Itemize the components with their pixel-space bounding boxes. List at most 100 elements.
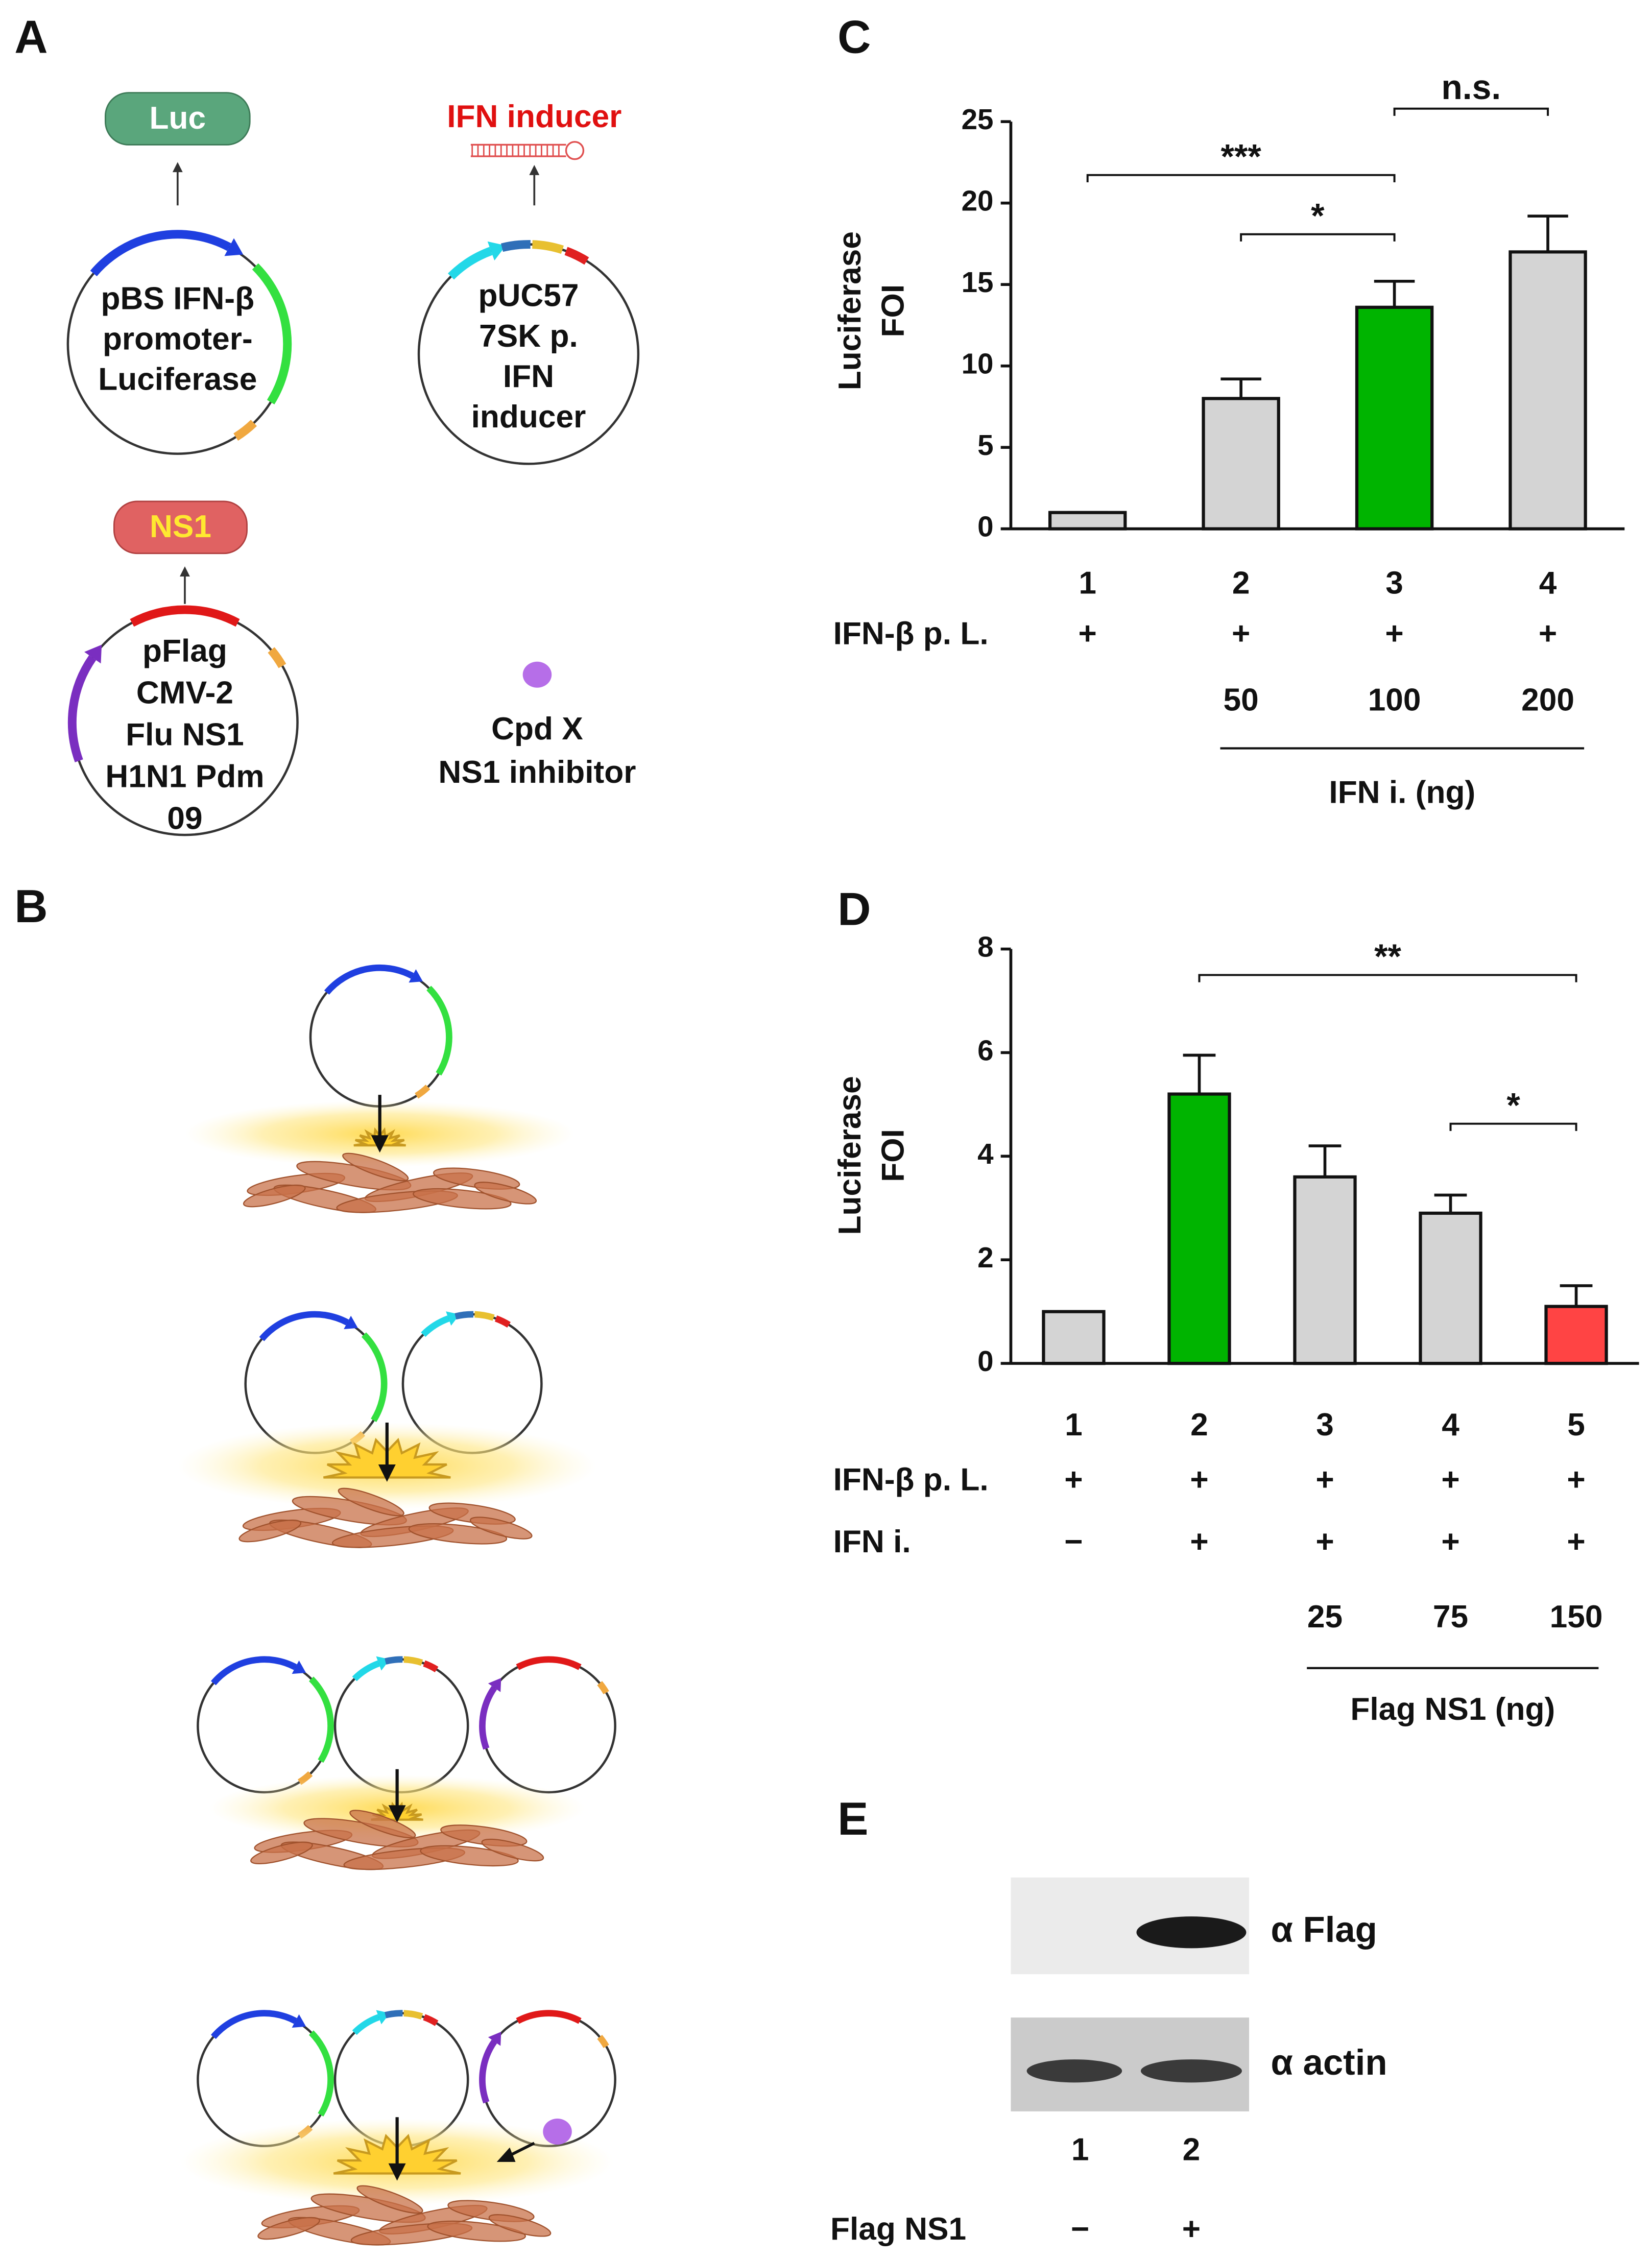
cell	[250, 1841, 313, 1864]
plasmid-label: 7SK p.	[479, 319, 578, 354]
plasmid-element	[385, 1656, 403, 1665]
plasmid-element	[361, 1332, 388, 1422]
plasmid-label: CMV-2	[136, 675, 233, 710]
row-value: +	[1315, 1524, 1334, 1559]
dose-value: 150	[1550, 1599, 1603, 1635]
row-value: +	[1441, 1462, 1459, 1497]
significance-bracket	[1086, 174, 1396, 182]
band	[1026, 2059, 1122, 2083]
plasmid-label: H1N1 Pdm	[105, 759, 264, 794]
plasmid-element	[597, 2034, 609, 2048]
plasmid-element	[516, 1656, 582, 1670]
y-tick-label: 4	[977, 1138, 994, 1170]
row-value: +	[1315, 1462, 1334, 1497]
arrow-head	[388, 2163, 406, 2181]
plasmid-element	[423, 1660, 439, 1673]
y-tick-label: 6	[977, 1034, 993, 1066]
bar	[1544, 1305, 1608, 1365]
x-tick-label: 5	[1567, 1407, 1585, 1443]
plasmid-element	[90, 230, 231, 276]
bar	[1167, 1092, 1231, 1365]
plasmid-element	[210, 1656, 297, 1686]
row-value: +	[1182, 2212, 1201, 2247]
x-tick-label: 1	[1065, 1407, 1083, 1443]
significance-label: **	[1374, 938, 1401, 976]
plasmid-element	[597, 1681, 609, 1695]
x-tick-label: 2	[1190, 1407, 1208, 1443]
y-tick-label: 15	[962, 266, 994, 298]
cell	[257, 2217, 320, 2240]
plasmid-element	[308, 2030, 334, 2117]
plasmid-element	[454, 1311, 474, 1320]
arrow-head	[529, 165, 540, 175]
arrow-head	[388, 1805, 406, 1823]
cell	[481, 1838, 544, 1862]
hairpin-loop	[565, 141, 585, 160]
plasmid-element	[415, 1084, 430, 1099]
dose-value: 100	[1368, 682, 1421, 717]
bar	[1042, 1310, 1106, 1365]
cell	[474, 1182, 537, 1205]
compound-label: NS1 inhibitor	[438, 755, 636, 790]
plasmid	[481, 1658, 616, 1794]
bar	[1419, 1211, 1482, 1365]
compound	[543, 2119, 572, 2145]
plasmid-label: pBS IFN-β	[101, 281, 255, 316]
significance-label: *	[1311, 197, 1325, 235]
plasmid-label: IFN	[503, 359, 554, 394]
luc-pill	[105, 92, 251, 146]
x-tick-label: 3	[1316, 1407, 1334, 1443]
y-tick-label: 5	[977, 429, 993, 461]
panel-label: A	[14, 12, 47, 63]
row-value: +	[1441, 1524, 1459, 1559]
dose-value: 50	[1224, 682, 1259, 717]
plasmid-arrow	[292, 1660, 306, 1674]
band	[1140, 2059, 1242, 2083]
cell	[356, 2185, 423, 2214]
plasmid-element	[352, 2014, 380, 2035]
ns1-label: NS1	[150, 509, 211, 544]
y-tick-label: 0	[977, 1345, 993, 1377]
plasmid-element	[385, 2010, 403, 2018]
antibody-label: α actin	[1271, 2042, 1387, 2082]
plasmid-element	[423, 2014, 439, 2026]
panel-label: C	[837, 12, 871, 63]
arrow-head	[496, 2147, 516, 2162]
plasmid-label: Luciferase	[98, 362, 257, 397]
plasmid-element	[252, 263, 292, 405]
dose-value: 200	[1521, 682, 1574, 717]
row-value: −	[1064, 1524, 1083, 1559]
dose-value: 75	[1433, 1599, 1468, 1635]
row-value: −	[1071, 2212, 1089, 2247]
arrow-head	[378, 1464, 396, 1482]
ifn-inducer-label: IFN inducer	[447, 99, 621, 134]
x-tick-label: 1	[1079, 565, 1096, 600]
plasmid-element	[403, 2010, 423, 2020]
panel-label: E	[837, 1793, 868, 1845]
row-label: IFN-β p. L.	[833, 616, 989, 651]
antibody-label: α Flag	[1271, 1909, 1377, 1950]
row-value: +	[1567, 1524, 1585, 1559]
significance-bracket	[1240, 233, 1396, 242]
row-value: +	[1190, 1524, 1208, 1559]
plasmid-element	[233, 420, 257, 441]
plasmid-arrow	[487, 241, 506, 261]
significance-label: *	[1506, 1087, 1520, 1125]
y-tick-label: 2	[977, 1241, 993, 1273]
plasmid-element	[479, 1686, 497, 1750]
plasmid-label: pUC57	[478, 278, 579, 314]
plasmid-element	[474, 1311, 495, 1321]
y-axis-label: FOI	[876, 1129, 911, 1182]
significance-label: n.s.	[1441, 68, 1501, 107]
arrow-head	[180, 566, 190, 576]
y-tick-label: 20	[962, 185, 994, 217]
significance-label: ***	[1221, 138, 1262, 176]
row-value: +	[1385, 616, 1403, 651]
plasmid-element	[308, 1676, 334, 1763]
y-tick-label: 25	[962, 103, 994, 135]
y-axis-label: Luciferase	[832, 1076, 868, 1235]
y-tick-label: 10	[962, 348, 994, 380]
plasmid-arrow	[84, 644, 102, 664]
plasmid-element	[426, 986, 452, 1076]
plasmid-element	[259, 1311, 349, 1341]
